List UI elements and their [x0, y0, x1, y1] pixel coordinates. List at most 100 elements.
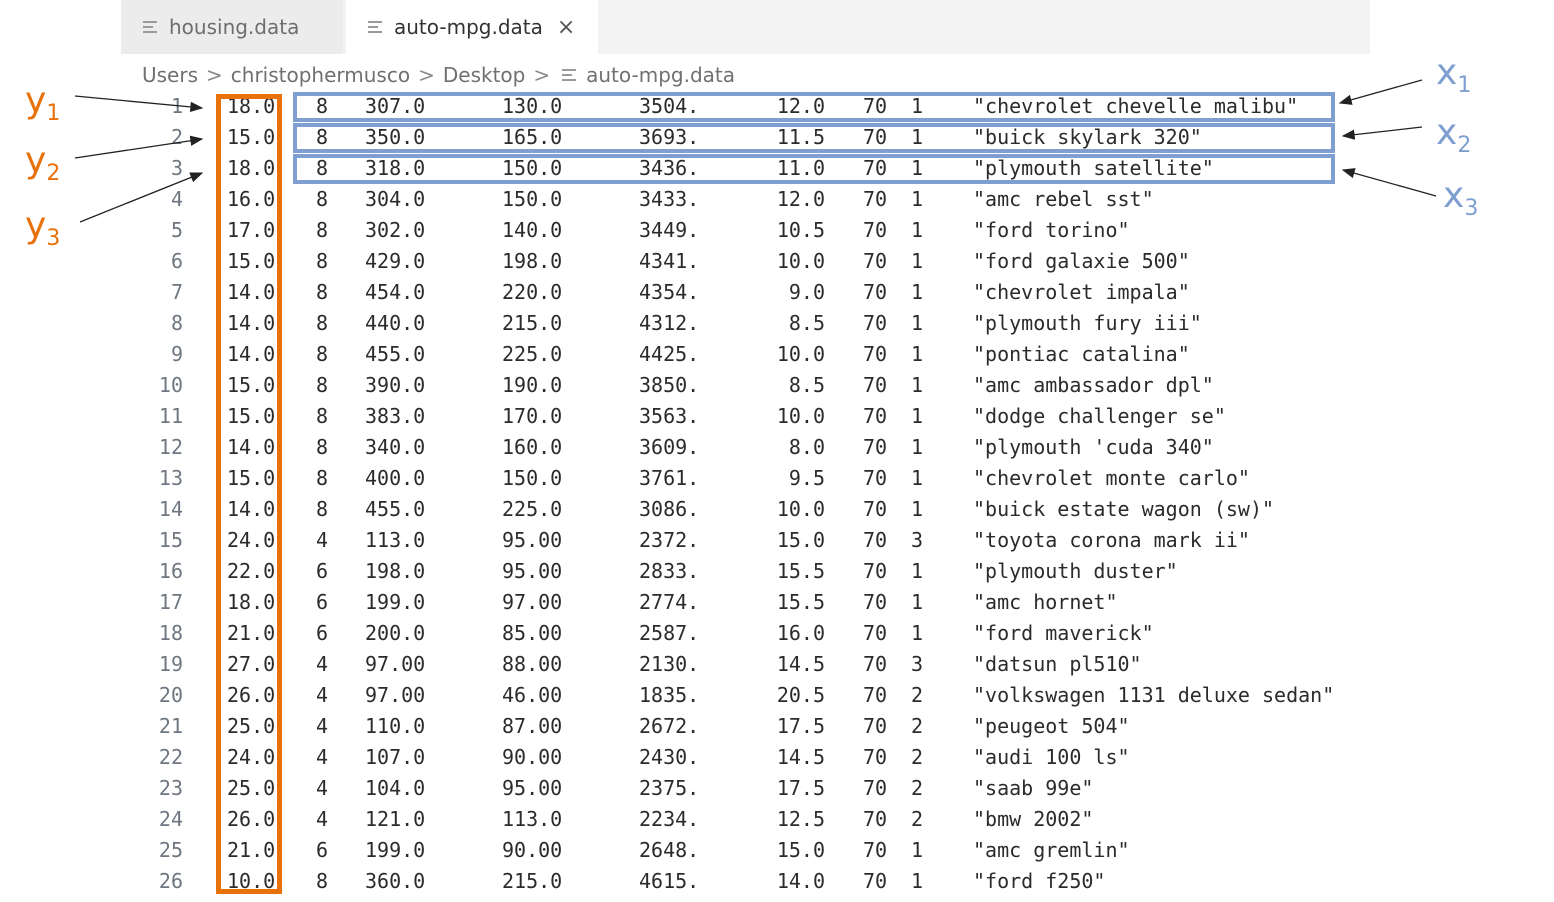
weight-cell: 2672. [639, 714, 700, 738]
cylinders-cell: 8 [316, 311, 329, 335]
horsepower-cell: 170.0 [502, 404, 563, 428]
line-number: 17 [158, 590, 183, 614]
tab-label: housing.data [169, 15, 300, 39]
weight-cell: 3609. [639, 435, 700, 459]
mpg-cell: 15.0 [227, 249, 276, 273]
mpg-cell: 14.0 [227, 311, 276, 335]
model-year-cell: 70 [863, 869, 888, 893]
line-number: 9 [170, 342, 183, 366]
displacement-cell: 302.0 [365, 218, 426, 242]
horsepower-cell: 165.0 [502, 125, 563, 149]
mpg-cell: 16.0 [227, 187, 276, 211]
chevron-right-icon: > [533, 63, 551, 87]
code-line[interactable]: 22 24.0 4 107.0 90.00 2430. 14.5 70 2 "audi 100 l… [121, 742, 1370, 773]
car-name-cell: "plymouth satellite" [973, 156, 1214, 180]
line-number: 16 [158, 559, 183, 583]
arrow-y3 [79, 172, 204, 223]
y1-label: y1 [25, 80, 61, 127]
target-column-highlight [216, 94, 282, 894]
line-number: 11 [158, 404, 183, 428]
displacement-cell: 104.0 [365, 776, 426, 800]
code-line[interactable]: 20 26.0 4 97.00 46.00 1835. 20.5 70 2 "volkswagen… [121, 680, 1370, 711]
breadcrumb: Users > christophermusco > Desktop > aut… [142, 60, 735, 90]
breadcrumb-item-user[interactable]: christophermusco [230, 63, 411, 87]
line-number: 8 [170, 311, 183, 335]
car-name-cell: "chevrolet monte carlo" [973, 466, 1250, 490]
model-year-cell: 70 [863, 280, 888, 304]
line-number: 26 [158, 869, 183, 893]
horsepower-cell: 113.0 [502, 807, 563, 831]
code-line[interactable]: 3 18.0 8 318.0 150.0 3436. 11.0 70 1 "plymouth sa… [121, 153, 1370, 184]
code-line[interactable]: 7 14.0 8 454.0 220.0 4354. 9.0 70 1 "chevrolet im… [121, 277, 1370, 308]
car-name-cell: "chevrolet chevelle malibu" [973, 94, 1299, 118]
tab-housing-data[interactable]: housing.data [121, 0, 343, 54]
breadcrumb-item-desktop[interactable]: Desktop [442, 63, 526, 87]
code-line[interactable]: 10 15.0 8 390.0 190.0 3850. 8.5 70 1 "amc ambassa… [121, 370, 1370, 401]
acceleration-cell: 14.5 [776, 745, 825, 769]
cylinders-cell: 8 [316, 869, 329, 893]
code-line[interactable]: 14 14.0 8 455.0 225.0 3086. 10.0 70 1 "buick esta… [121, 494, 1370, 525]
line-number: 14 [158, 497, 183, 521]
code-line[interactable]: 17 18.0 6 199.0 97.00 2774. 15.5 70 1 "amc hornet… [121, 587, 1370, 618]
code-line[interactable]: 15 24.0 4 113.0 95.00 2372. 15.0 70 3 "toyota cor… [121, 525, 1370, 556]
weight-cell: 3693. [639, 125, 700, 149]
chevron-right-icon: > [206, 63, 223, 87]
car-name-cell: "plymouth 'cuda 340" [973, 435, 1214, 459]
model-year-cell: 70 [863, 466, 888, 490]
origin-cell: 1 [911, 373, 924, 397]
breadcrumb-item-users[interactable]: Users [142, 63, 199, 87]
horsepower-cell: 87.00 [502, 714, 563, 738]
horsepower-cell: 97.00 [502, 590, 563, 614]
code-line[interactable]: 4 16.0 8 304.0 150.0 3433. 12.0 70 1 "amc rebel s… [121, 184, 1370, 215]
car-name-cell: "ford galaxie 500" [973, 249, 1190, 273]
weight-cell: 2587. [639, 621, 700, 645]
origin-cell: 1 [911, 838, 924, 862]
weight-cell: 3086. [639, 497, 700, 521]
weight-cell: 2234. [639, 807, 700, 831]
code-line[interactable]: 21 25.0 4 110.0 87.00 2672. 17.5 70 2 "peugeot 50… [121, 711, 1370, 742]
car-name-cell: "volkswagen 1131 deluxe sedan" [973, 683, 1335, 707]
acceleration-cell: 17.5 [776, 714, 825, 738]
origin-cell: 1 [911, 621, 924, 645]
displacement-cell: 307.0 [365, 94, 426, 118]
displacement-cell: 198.0 [365, 559, 426, 583]
acceleration-cell: 15.0 [776, 528, 825, 552]
code-line[interactable]: 6 15.0 8 429.0 198.0 4341. 10.0 70 1 "ford galaxi… [121, 246, 1370, 277]
code-line[interactable]: 9 14.0 8 455.0 225.0 4425. 10.0 70 1 "pontiac cat… [121, 339, 1370, 370]
code-line[interactable]: 19 27.0 4 97.00 88.00 2130. 14.5 70 3 "datsun pl5… [121, 649, 1370, 680]
line-number: 21 [158, 714, 183, 738]
code-line[interactable]: 12 14.0 8 340.0 160.0 3609. 8.0 70 1 "plymouth 'c… [121, 432, 1370, 463]
model-year-cell: 70 [863, 373, 888, 397]
close-icon[interactable]: × [556, 14, 576, 40]
mpg-cell: 15.0 [227, 125, 276, 149]
horsepower-cell: 215.0 [502, 869, 563, 893]
code-line[interactable]: 25 21.0 6 199.0 90.00 2648. 15.0 70 1 "amc gremli… [121, 835, 1370, 866]
code-line[interactable]: 2 15.0 8 350.0 165.0 3693. 11.5 70 1 "buick skyla… [121, 122, 1370, 153]
cylinders-cell: 4 [316, 683, 329, 707]
model-year-cell: 70 [863, 342, 888, 366]
code-line[interactable]: 5 17.0 8 302.0 140.0 3449. 10.5 70 1 "ford torino… [121, 215, 1370, 246]
acceleration-cell: 9.0 [788, 280, 825, 304]
horsepower-cell: 198.0 [502, 249, 563, 273]
cylinders-cell: 8 [316, 342, 329, 366]
code-line[interactable]: 24 26.0 4 121.0 113.0 2234. 12.5 70 2 "bmw 2002" [121, 804, 1370, 835]
displacement-cell: 455.0 [365, 342, 426, 366]
displacement-cell: 360.0 [365, 869, 426, 893]
cylinders-cell: 8 [316, 187, 329, 211]
car-name-cell: "plymouth duster" [973, 559, 1178, 583]
code-line[interactable]: 18 21.0 6 200.0 85.00 2587. 16.0 70 1 "ford maver… [121, 618, 1370, 649]
cylinders-cell: 8 [316, 94, 329, 118]
code-line[interactable]: 13 15.0 8 400.0 150.0 3761. 9.5 70 1 "chevrolet m… [121, 463, 1370, 494]
cylinders-cell: 8 [316, 125, 329, 149]
code-line[interactable]: 8 14.0 8 440.0 215.0 4312. 8.5 70 1 "plymouth fur… [121, 308, 1370, 339]
mpg-cell: 21.0 [227, 621, 276, 645]
code-line[interactable]: 23 25.0 4 104.0 95.00 2375. 17.5 70 2 "saab 99e" [121, 773, 1370, 804]
code-line[interactable]: 11 15.0 8 383.0 170.0 3563. 10.0 70 1 "dodge chal… [121, 401, 1370, 432]
tab-auto-mpg-data[interactable]: auto-mpg.data × [346, 0, 598, 54]
weight-cell: 4615. [639, 869, 700, 893]
displacement-cell: 97.00 [365, 652, 426, 676]
displacement-cell: 390.0 [365, 373, 426, 397]
code-line[interactable]: 16 22.0 6 198.0 95.00 2833. 15.5 70 1 "plymouth d… [121, 556, 1370, 587]
breadcrumb-item-file[interactable]: auto-mpg.data [586, 63, 735, 87]
